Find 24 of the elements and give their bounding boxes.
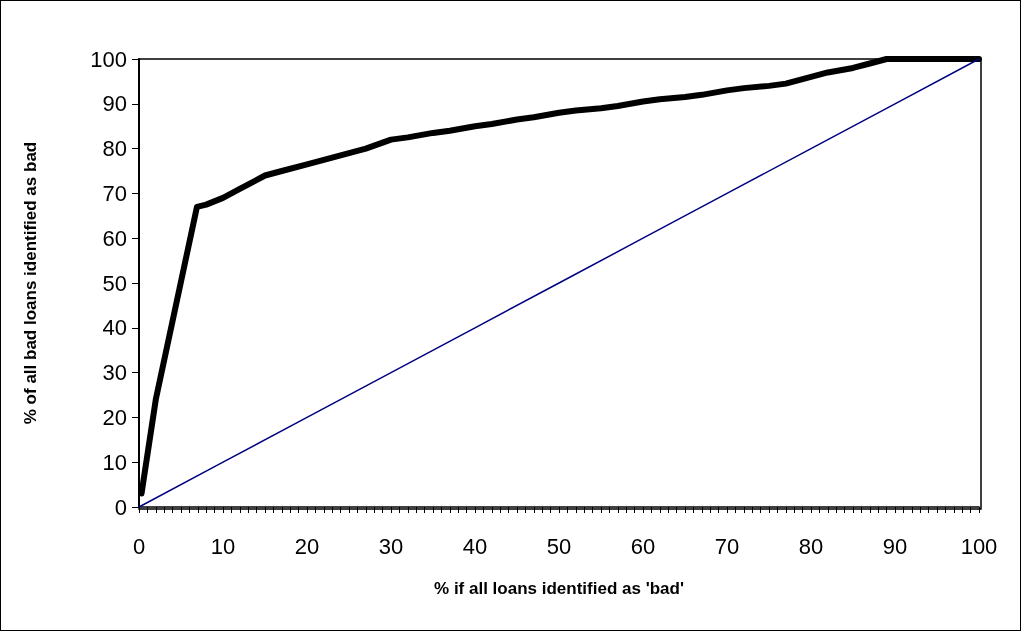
x-tick-label: 30 <box>378 533 404 559</box>
x-tick-label: 100 <box>960 533 998 559</box>
y-tick-label: 90 <box>102 91 127 117</box>
y-axis-title: % of all bad loans identified as bad <box>21 141 40 425</box>
x-tick-label: 70 <box>714 533 740 559</box>
y-tick-label: 30 <box>102 360 127 386</box>
x-axis-title: % if all loans identified as 'bad' <box>434 579 684 598</box>
y-tick-label: 40 <box>102 315 127 341</box>
x-tick-label: 40 <box>462 533 488 559</box>
x-tick-label: 80 <box>798 533 824 559</box>
y-tick-label: 80 <box>102 136 127 162</box>
x-tick-label: 10 <box>210 533 236 559</box>
x-tick-label: 60 <box>630 533 656 559</box>
x-tick-label: 50 <box>546 533 572 559</box>
y-tick-label: 100 <box>90 46 127 72</box>
y-tick-label: 70 <box>102 180 127 206</box>
y-tick-label: 60 <box>102 225 127 251</box>
y-tick-label: 0 <box>114 494 127 520</box>
x-tick-label: 90 <box>882 533 908 559</box>
x-tick-label: 20 <box>294 533 320 559</box>
x-tick-label: 0 <box>132 533 146 559</box>
y-tick-label: 20 <box>102 404 127 430</box>
y-tick-label: 50 <box>102 270 127 296</box>
y-tick-label: 10 <box>102 449 127 475</box>
